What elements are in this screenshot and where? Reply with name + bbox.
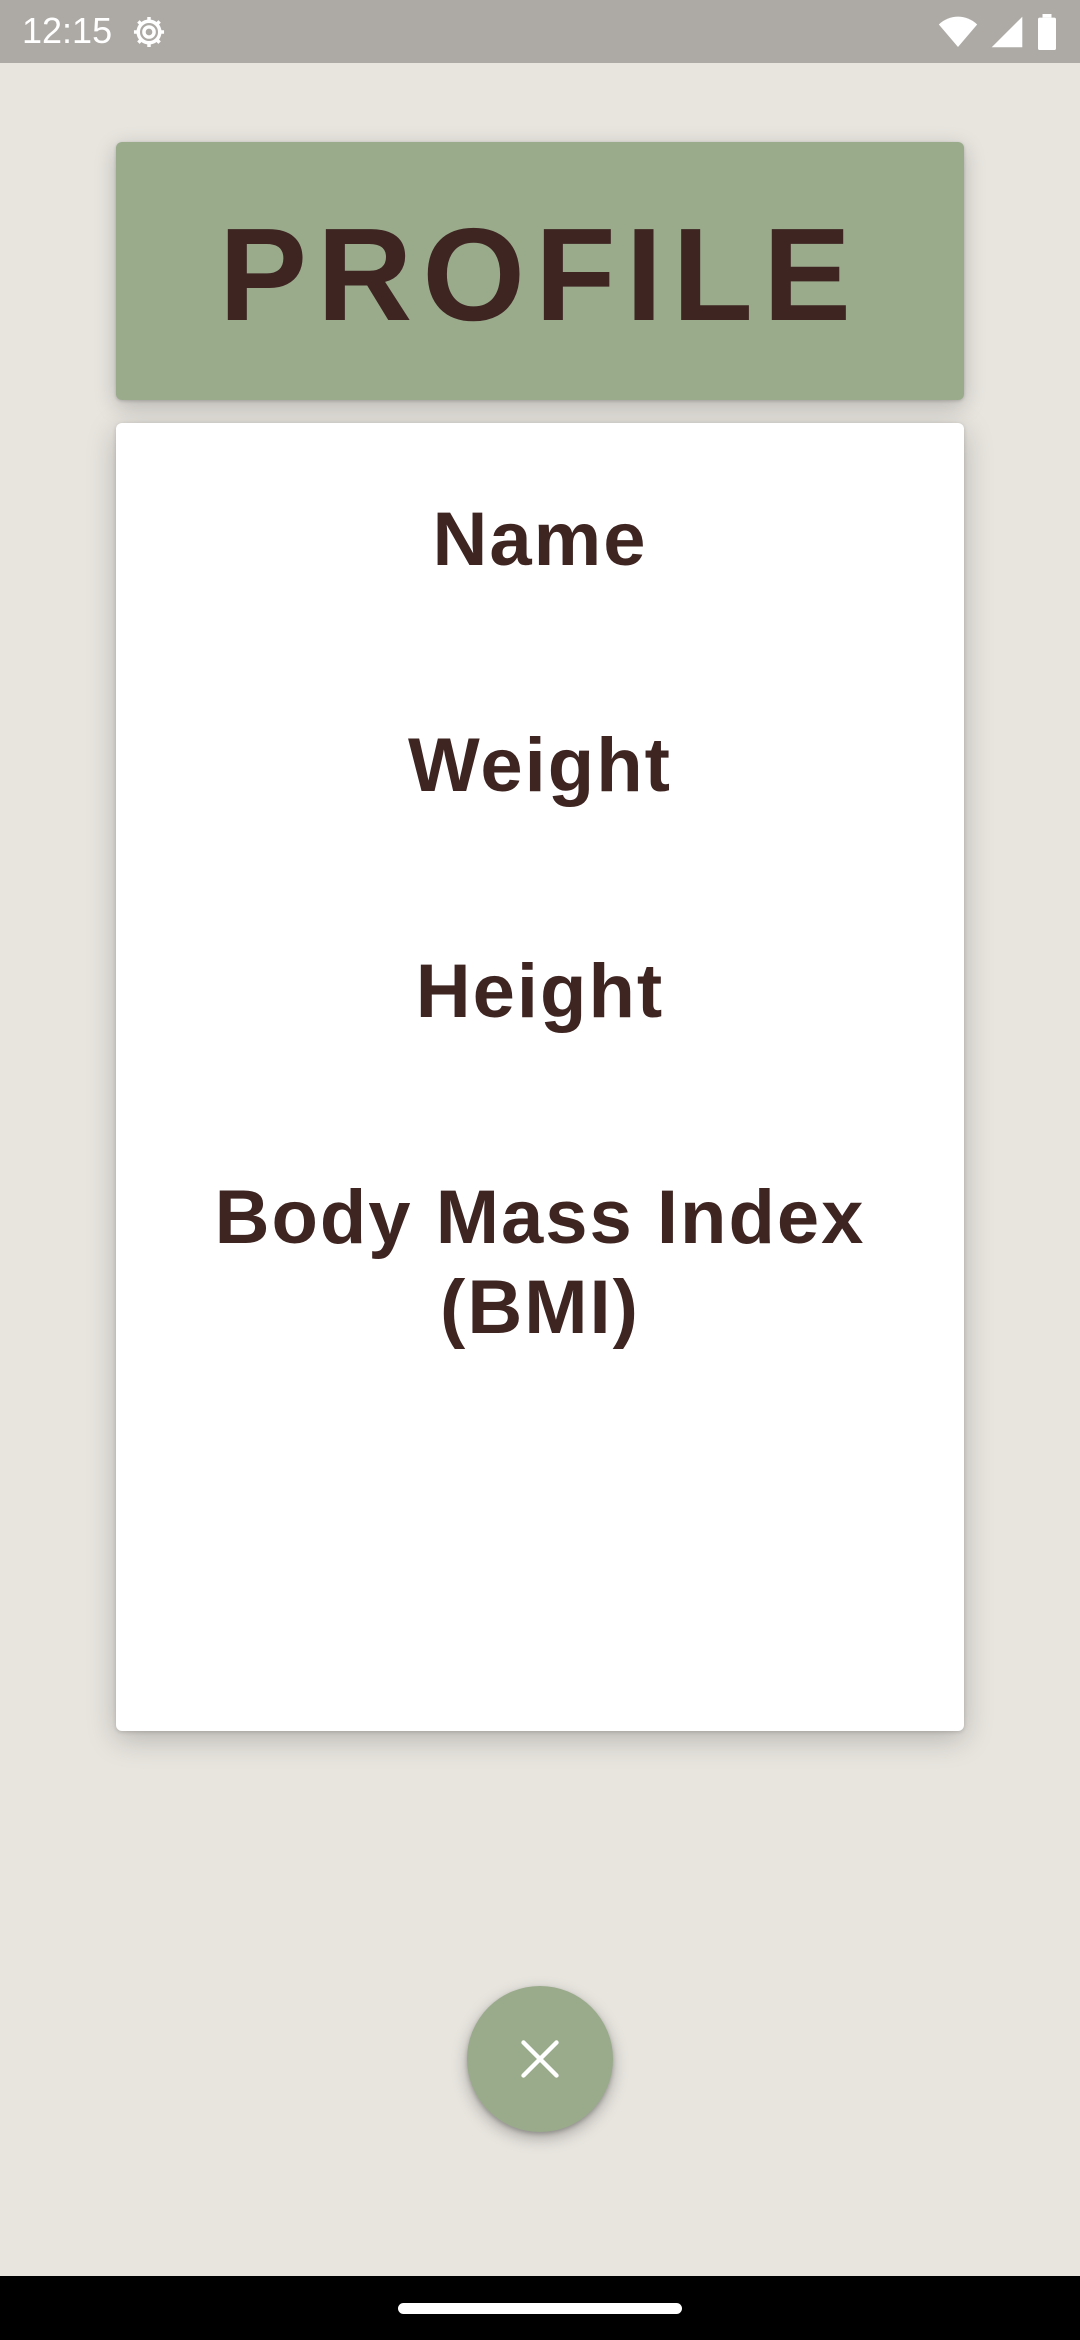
profile-header-card: PROFILE [116, 142, 964, 400]
bmi-label-line1: Body Mass Index [214, 1175, 866, 1260]
weight-label: Weight [408, 723, 672, 808]
home-gesture-handle[interactable] [398, 2303, 682, 2314]
close-fab-button[interactable] [467, 1986, 613, 2132]
status-bar: 12:15 [0, 0, 1080, 63]
navigation-bar [0, 2276, 1080, 2340]
profile-fields-card: Name Weight Height Body Mass Index (BMI) [116, 423, 964, 1731]
battery-icon [1038, 14, 1056, 50]
status-icons [938, 14, 1058, 50]
bmi-label-line2: (BMI) [440, 1265, 640, 1350]
settings-gear-icon [133, 16, 165, 48]
name-label: Name [432, 497, 648, 582]
height-label: Height [415, 949, 665, 1034]
cell-signal-icon [991, 16, 1023, 48]
close-icon [521, 2040, 559, 2078]
wifi-icon [938, 16, 978, 47]
bmi-label: Body Mass Index (BMI) [116, 1173, 964, 1353]
page-title: PROFILE [218, 200, 862, 348]
status-time: 12:15 [22, 10, 113, 51]
